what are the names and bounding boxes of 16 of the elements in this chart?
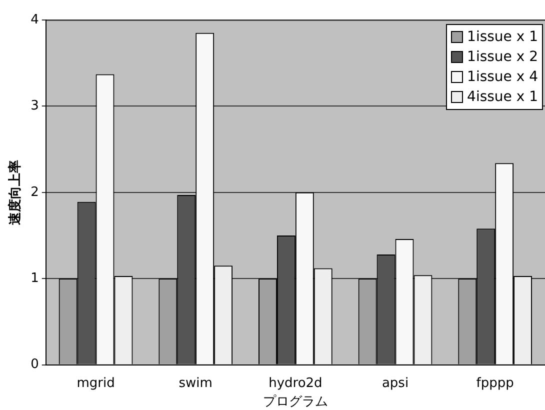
x-tick-label: swim (178, 376, 212, 391)
x-tick-label: apsi (382, 376, 409, 391)
y-axis-title: 速度向上率 (7, 160, 24, 225)
legend-label: 4issue x 1 (466, 88, 538, 107)
y-tick-label: 2 (30, 184, 39, 200)
x-axis-title: プログラム (262, 394, 328, 410)
y-tick-label: 0 (30, 357, 39, 372)
y-tick-label: 3 (30, 98, 39, 114)
legend-label: 1issue x 2 (466, 48, 538, 67)
y-tick-label: 1 (30, 270, 39, 286)
x-tick-label: mgrid (76, 376, 115, 391)
y-tick-label: 4 (30, 12, 39, 28)
legend-label: 1issue x 1 (466, 28, 538, 47)
x-tick-label: hydro2d (268, 376, 322, 391)
legend-label: 1issue x 4 (466, 68, 538, 87)
x-tick-label: fpppp (476, 376, 514, 391)
